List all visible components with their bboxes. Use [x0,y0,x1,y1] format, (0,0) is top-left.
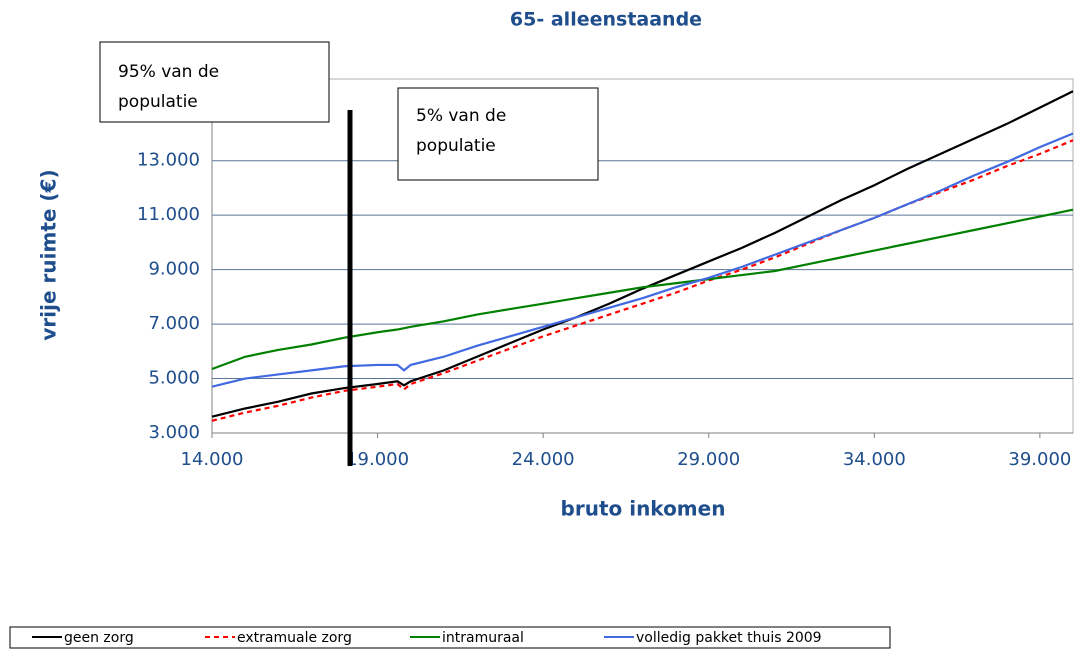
x-tick-label: 24.000 [512,449,575,470]
legend-label: extramuale zorg [237,630,352,646]
y-tick-label: 3.000 [148,422,200,443]
x-tick-label: 29.000 [677,449,740,470]
y-tick-label: 7.000 [148,313,200,334]
annotation-box [99,41,330,123]
series-line [211,132,1074,388]
x-tick-label: 34.000 [843,449,906,470]
legend [9,626,891,649]
chart-title: 65- alleenstaande [510,9,702,31]
y-tick-label: 9.000 [148,259,200,280]
annotation-text: populatie [118,92,198,112]
annotation-text: populatie [416,136,496,156]
y-tick-label: 5.000 [148,368,200,389]
x-axis-label: bruto inkomen [561,497,726,521]
x-tick-label: 19.000 [346,449,409,470]
y-tick-label: 13.000 [137,150,200,171]
legend-label: volledig pakket thuis 2009 [636,630,822,646]
annotation-text: 95% van de [118,62,219,82]
y-axis-label: vrije ruimte (€) [37,169,61,340]
plot-frame [211,78,1074,434]
series-line [211,90,1074,418]
legend-label: geen zorg [64,630,134,646]
series-line [211,139,1074,422]
plot-area: 3.000 5.000 7.000 9.000 11.000 13.000 14.000 19… [137,78,1074,470]
legend-items: geen zorg extramuale zorg intramuraal volle… [32,630,822,646]
annotation-box [397,87,599,181]
y-tick-label: 11.000 [137,204,200,225]
x-tick-label: 39.000 [1008,449,1071,470]
x-tick-label: 14.000 [181,449,244,470]
legend-label: intramuraal [442,630,524,646]
annotation-text: 5% van de [416,106,506,126]
series-line [211,208,1074,371]
